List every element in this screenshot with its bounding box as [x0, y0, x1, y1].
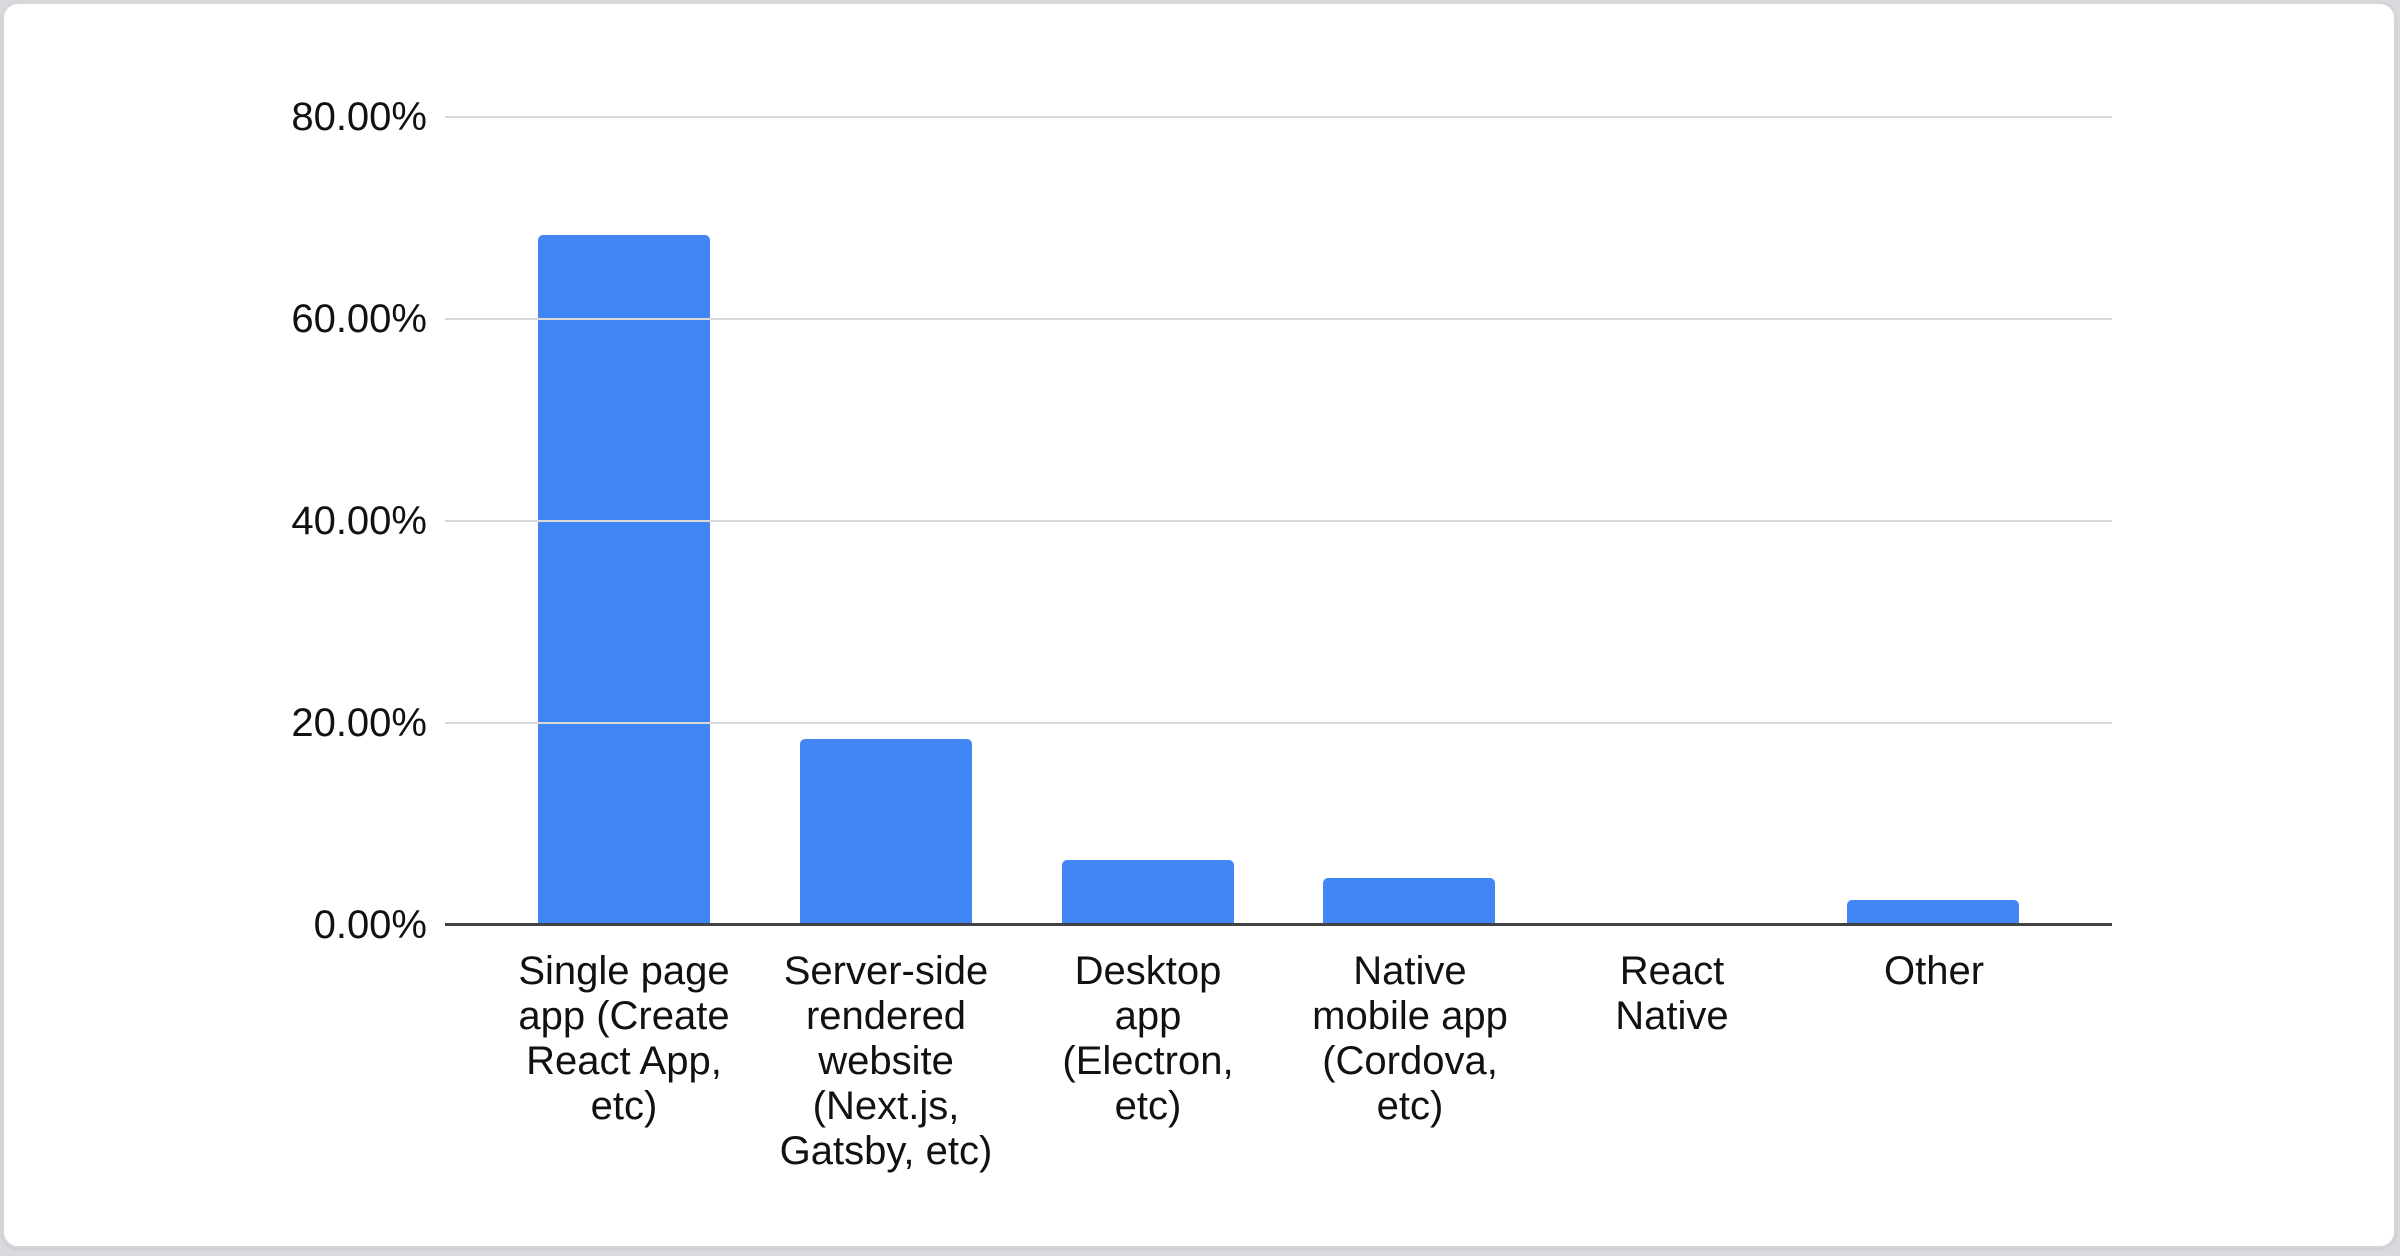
- bar-single-page-app-create-react-app-etc: [537, 235, 710, 925]
- bar-server-side-rendered-website-next-js-gat: [799, 739, 972, 925]
- bars-band: [493, 117, 2064, 925]
- bar-slot: [755, 117, 1017, 925]
- bar-slot: [1802, 117, 2064, 925]
- category-label: Other: [1883, 949, 1985, 993]
- category-label: Single page app (Create React App, etc): [518, 949, 730, 1128]
- x-axis-line: [445, 923, 2112, 926]
- bar-native-mobile-app-cordova-etc: [1323, 877, 1496, 925]
- bar-slot: [1017, 117, 1279, 925]
- category-label: Desktop app (Electron, etc): [1062, 949, 1234, 1128]
- y-tick-label: 40.00%: [291, 499, 427, 543]
- x-axis-category-labels: Single page app (Create React App, etc) S…: [493, 949, 2065, 1174]
- y-gridline-60: [445, 318, 2112, 320]
- bar-slot: [1278, 117, 1540, 925]
- y-tick-label: 0.00%: [313, 903, 427, 947]
- bar-desktop-app-electron-etc: [1061, 860, 1234, 925]
- y-axis-tick-labels: 0.00% 20.00% 40.00% 60.00% 80.00%: [4, 95, 427, 947]
- y-tick-label: 20.00%: [291, 701, 427, 745]
- plot-area: [445, 116, 2112, 926]
- y-gridline-20: [445, 722, 2112, 724]
- bar-chart: 0.00% 20.00% 40.00% 60.00% 80.00% Single pag…: [4, 4, 2394, 1246]
- y-tick-label: 60.00%: [291, 297, 427, 341]
- y-gridline-40: [445, 520, 2112, 522]
- bar-other: [1847, 899, 2020, 925]
- bar-slot: [493, 117, 755, 925]
- category-label: Native mobile app (Cordova, etc): [1312, 949, 1508, 1128]
- category-label: Server-side rendered website (Next.js, G…: [779, 949, 993, 1173]
- y-gridline-80: [445, 116, 2112, 118]
- category-label: React Native: [1615, 949, 1729, 1038]
- y-tick-label: 80.00%: [291, 95, 427, 139]
